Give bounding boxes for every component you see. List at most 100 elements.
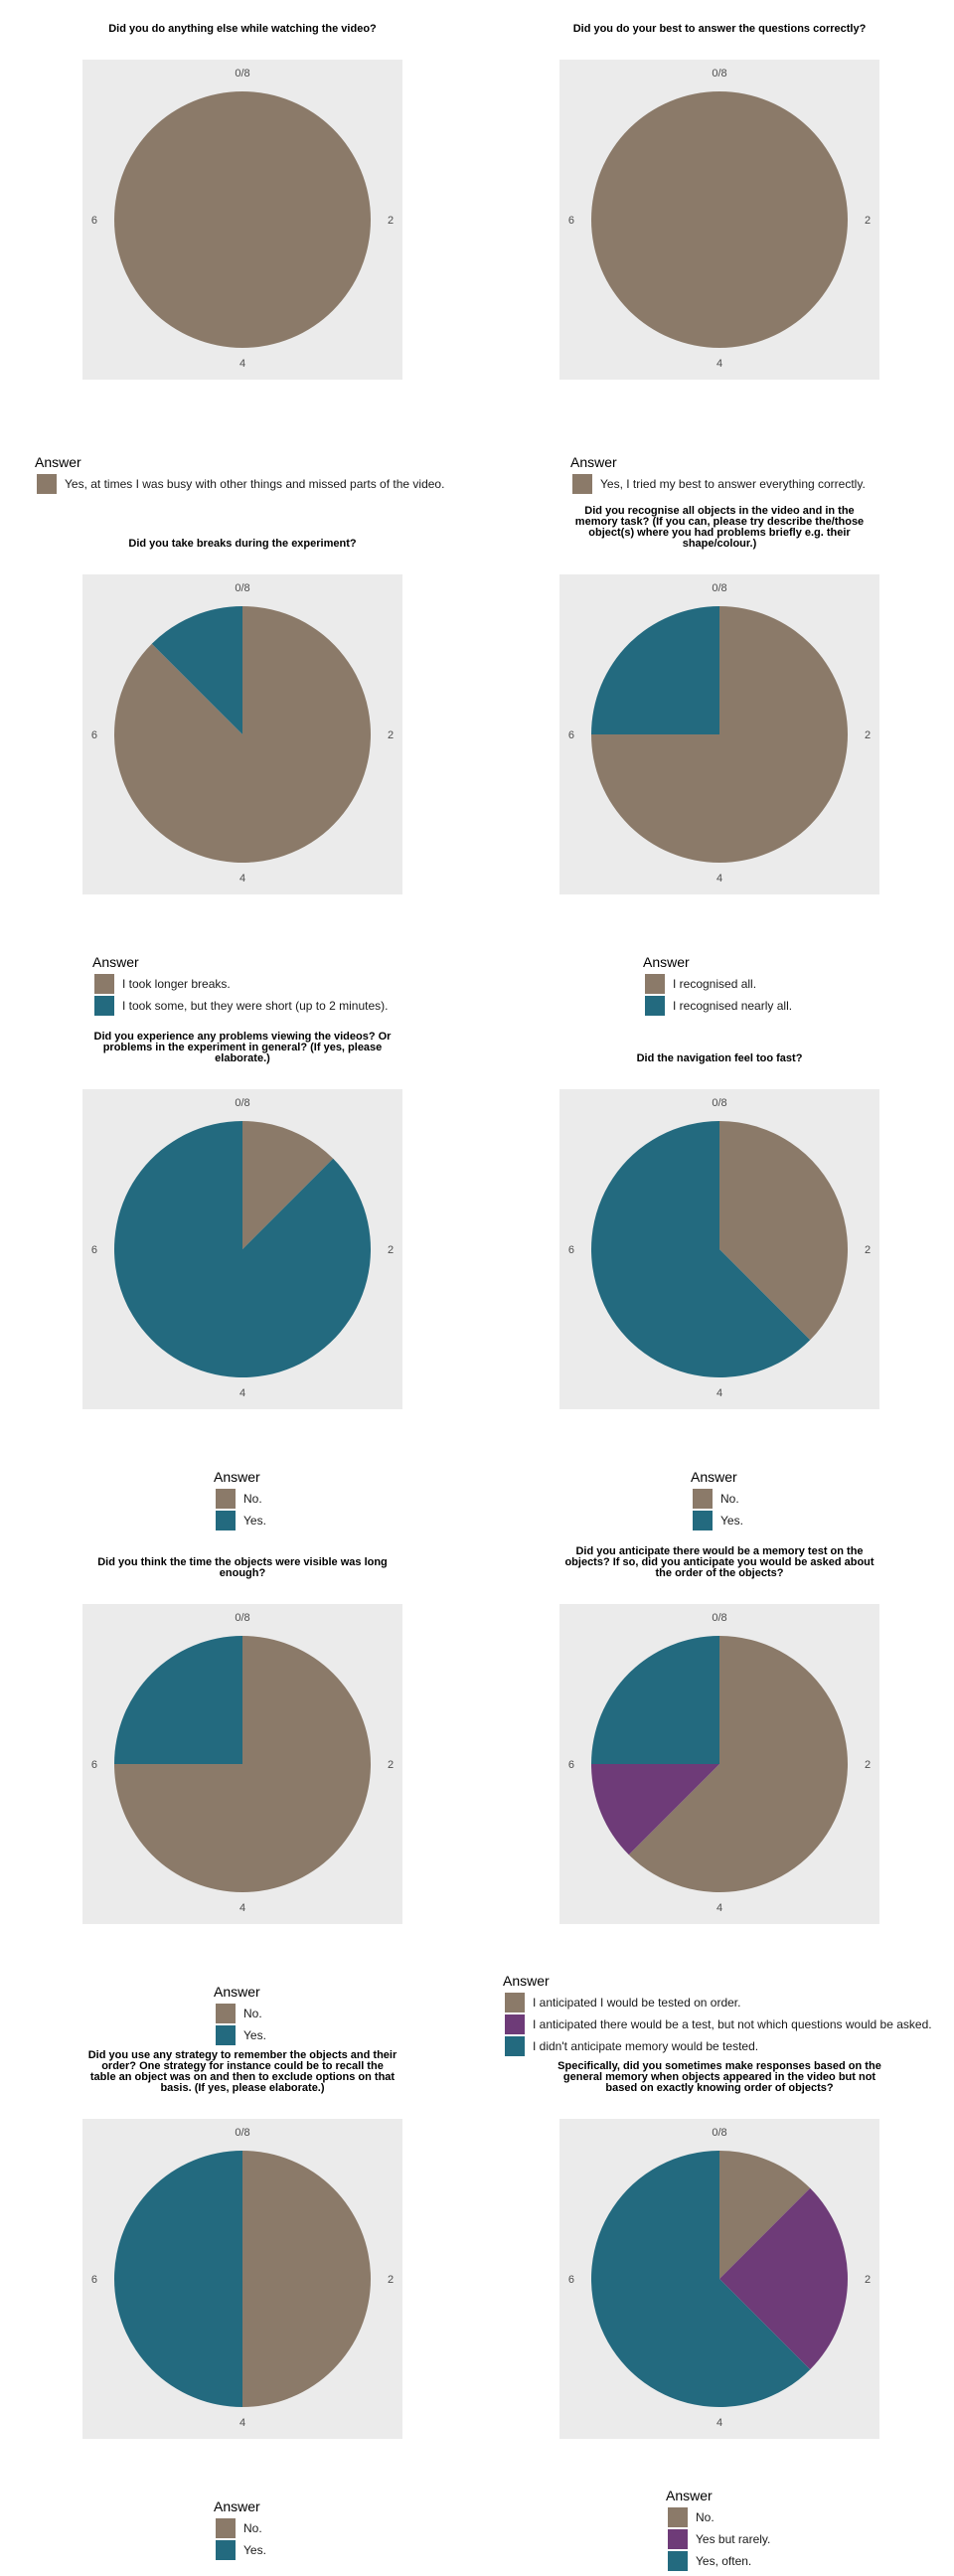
pie-slice-3 [590,2151,811,2407]
legend-key [505,2014,525,2034]
legend-key [693,1511,713,1530]
theta-tick-label: 6 [568,215,574,227]
pie-slice-1 [628,1636,849,1892]
pie-slice-2 [591,606,719,734]
legend-title: Answer [214,1469,260,1485]
legend: Answer No. Yes. [691,1469,743,1530]
pie-slice-1 [242,1121,334,1249]
legend-label: Yes. [243,2543,266,2557]
theta-tick-label: 2 [388,729,394,741]
legend: Answer No. Yes. [214,1984,266,2045]
legend: Answer No. Yes but rarely. Yes, often. [666,2488,770,2571]
pie-slice-2 [719,2187,848,2370]
theta-tick-label: 2 [865,1244,871,1256]
legend-label: I recognised nearly all. [673,999,792,1013]
pie-slice-2 [591,1764,719,1855]
pie-chart-8: Did you anticipate there would be a memo… [503,1545,932,2056]
theta-tick-label: 6 [91,729,97,741]
chart-title-line: order? One strategy for instance could b… [101,2060,384,2072]
theta-tick-label: 2 [388,2274,394,2286]
theta-tick-label: 2 [865,1759,871,1771]
pie-slice-1 [591,91,848,348]
chart-title-line: objects? If so, did you anticipate you w… [564,1556,874,1568]
legend-title: Answer [666,2488,713,2503]
theta-tick-label: 4 [239,873,245,885]
legend-label: Yes, often. [696,2554,751,2568]
legend-label: I anticipated there would be a test, but… [533,2017,932,2031]
theta-tick-label: 2 [865,729,871,741]
legend-label: No. [243,2007,262,2020]
theta-tick-label: 2 [388,215,394,227]
chart-title-line: memory task? (If you can, please try des… [575,516,864,528]
legend-title: Answer [92,954,139,970]
pie-chart-2: Did you do your best to answer the quest… [559,23,879,494]
legend-key [94,996,114,1016]
legend-label: I anticipated I would be tested on order… [533,1996,740,2010]
legend-label: Yes, I tried my best to answer everythin… [600,477,866,491]
theta-tick-label: 0/8 [712,1097,726,1109]
chart-title-line: Did you take breaks during the experimen… [128,538,357,550]
theta-tick-label: 6 [568,729,574,741]
pie-chart-1: Did you do anything else while watching … [35,23,444,494]
legend-title: Answer [503,1973,550,1989]
pie-slice-1 [113,606,371,864]
legend-label: No. [720,1492,739,1506]
chart-title-line: the order of the objects? [656,1567,784,1579]
theta-tick-label: 4 [716,1387,722,1399]
theta-tick-label: 2 [865,215,871,227]
legend-key [668,2551,688,2571]
pie-chart-6: Did the navigation feel too fast? 0/8 2 4 6 A… [559,1052,879,1530]
legend-label: I recognised all. [673,977,756,991]
chart-title-line: enough? [220,1567,266,1579]
theta-tick-label: 0/8 [235,1612,249,1624]
theta-tick-label: 4 [716,873,722,885]
legend-key [645,974,665,994]
legend-key [505,1993,525,2012]
theta-tick-label: 6 [568,2274,574,2286]
legend-key [216,1489,236,1509]
legend-key [216,2540,236,2560]
legend-title: Answer [35,454,81,470]
pie-slice-2 [591,1121,811,1377]
legend-key [572,474,592,494]
theta-tick-label: 6 [568,1759,574,1771]
theta-tick-label: 2 [865,2274,871,2286]
legend-title: Answer [214,1984,260,2000]
legend-key [668,2507,688,2527]
legend: Answer I took longer breaks. I took some, … [92,954,388,1016]
theta-tick-label: 0/8 [712,68,726,80]
chart-title-line: shape/colour.) [683,538,757,550]
legend-key [37,474,57,494]
legend-label: No. [243,1492,262,1506]
pie-slice-3 [591,1636,719,1764]
legend-title: Answer [214,2498,260,2514]
chart-title-line: problems in the experiment in general? (… [103,1042,383,1053]
chart-title-line: basis. (If yes, please elaborate.) [160,2082,324,2094]
pie-slice-1 [242,2151,371,2407]
legend-title: Answer [643,954,690,970]
legend-label: Yes. [243,1514,266,1528]
theta-tick-label: 6 [91,1759,97,1771]
theta-tick-label: 2 [388,1759,394,1771]
theta-tick-label: 4 [239,358,245,370]
legend: Answer I recognised all. I recognised near… [643,954,792,1016]
theta-tick-label: 6 [91,2274,97,2286]
pie-slice-1 [114,91,371,348]
legend-label: Yes. [720,1514,743,1528]
chart-title-line: Did the navigation feel too fast? [637,1052,803,1064]
chart-title-line: Did you experience any problems viewing … [94,1031,393,1043]
legend-key [693,1489,713,1509]
legend-key [216,2518,236,2538]
pie-chart-3: Did you take breaks during the experimen… [82,538,402,1016]
legend-key [505,2036,525,2056]
pie-slice-2 [114,1121,372,1377]
chart-title-line: table an object was on and then to exclu… [90,2071,396,2083]
pie-chart-10: Specifically, did you sometimes make res… [557,2060,881,2571]
legend-label: I didn't anticipate memory would be test… [533,2039,758,2053]
legend-key [645,996,665,1016]
chart-title-line: Did you anticipate there would be a memo… [575,1545,863,1557]
chart-title-line: object(s) where you had problems briefly… [588,527,851,539]
legend: Answer No. Yes. [214,1469,266,1530]
theta-tick-label: 4 [716,1902,722,1914]
